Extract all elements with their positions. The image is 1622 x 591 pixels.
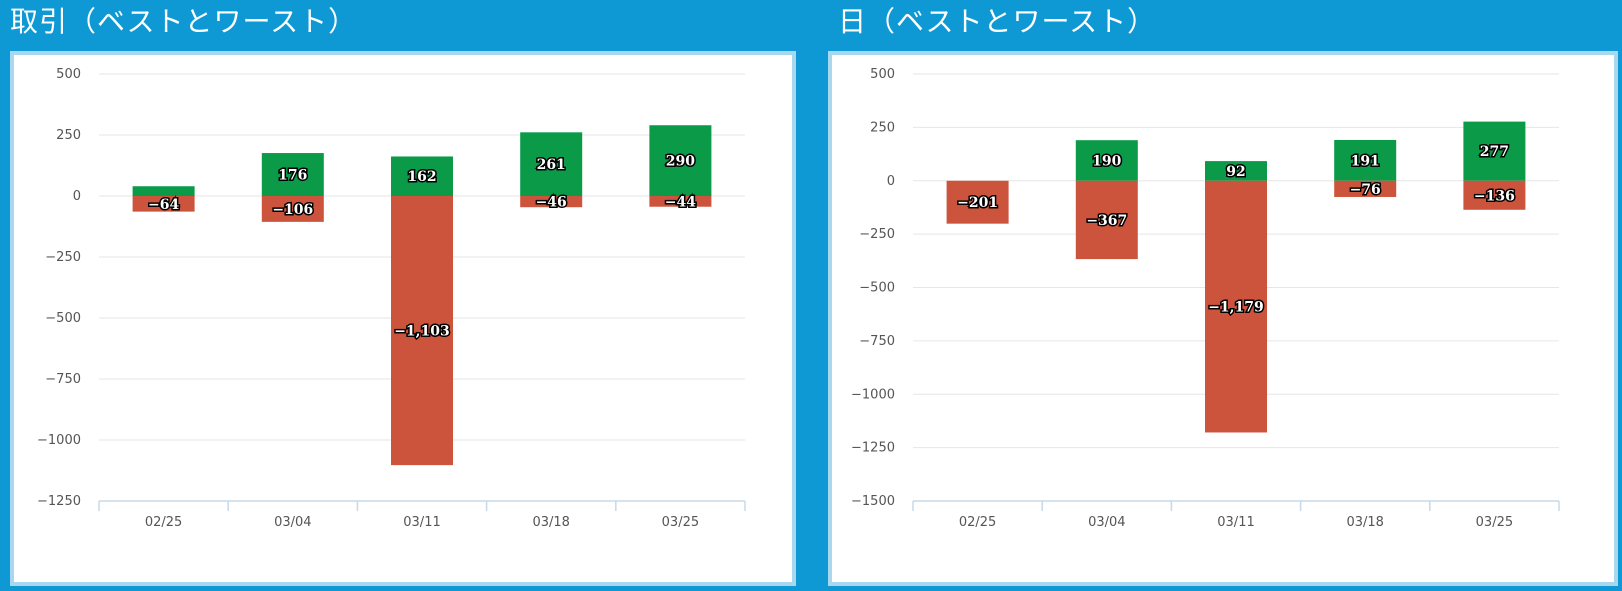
y-tick-label: −500 [859, 281, 895, 296]
y-tick-label: 500 [56, 67, 81, 82]
data-label-worst: −76 [1350, 182, 1381, 198]
x-tick-label: 03/25 [662, 515, 699, 530]
data-label-worst: −44 [665, 194, 696, 210]
bar-worst [261, 196, 324, 222]
bar-worst [1075, 180, 1138, 260]
chart-panel-trades: 取引（ベストとワースト） 500 250 0 −250 −500 −750 −1000 −12… [0, 0, 800, 591]
y-tick-label: −1250 [851, 441, 895, 456]
x-tick-label: 02/25 [145, 515, 182, 530]
panel-title: 取引（ベストとワースト） [10, 5, 358, 38]
data-label-worst: −1,179 [1208, 300, 1264, 316]
bar-worst [1463, 180, 1526, 210]
bar-worst [1205, 180, 1267, 433]
x-tick-label: 03/25 [1476, 515, 1513, 530]
data-label-worst: −367 [1086, 213, 1127, 229]
x-tick-label: 03/18 [1346, 515, 1383, 530]
data-label-worst: −1,103 [394, 324, 450, 340]
y-tick-label: −1250 [37, 494, 81, 509]
bar-worst [1334, 180, 1397, 197]
data-label-best: 92 [1226, 164, 1245, 180]
data-label-worst: −136 [1474, 188, 1515, 204]
y-tick-label: −1000 [851, 387, 895, 402]
data-label-best: 162 [407, 169, 436, 185]
data-label-best: 261 [537, 157, 566, 173]
bar-worst [132, 196, 195, 212]
y-tick-label: 250 [56, 128, 81, 143]
panel-title: 日（ベストとワースト） [838, 5, 1157, 38]
data-label-best: 290 [666, 154, 695, 170]
y-tick-label: −750 [45, 372, 81, 387]
bar-worst [649, 196, 712, 207]
bar-best [520, 132, 583, 196]
x-tick-label: 03/04 [274, 515, 311, 530]
bar-best [261, 153, 324, 196]
chart-panel-days: 日（ベストとワースト） 500 250 0 −250 −500 −750 −1000 −125… [828, 0, 1622, 591]
chart-frame: 500 250 0 −250 −500 −750 −1000 −1250 −64 02/25 176… [10, 51, 796, 586]
data-label-worst: −46 [536, 195, 567, 211]
bar-best [132, 186, 195, 196]
y-tick-label: 500 [870, 67, 895, 82]
bar-worst [391, 196, 453, 466]
y-tick-label: −250 [859, 227, 895, 242]
y-tick-label: −500 [45, 311, 81, 326]
y-tick-label: −1000 [37, 433, 81, 448]
x-tick-label: 03/04 [1088, 515, 1125, 530]
y-tick-label: −1500 [851, 494, 895, 509]
bar-chart-days: 500 250 0 −250 −500 −750 −1000 −1250 −1500 −201 02… [851, 67, 1560, 530]
bar-best [1075, 140, 1138, 181]
bar-worst [520, 196, 583, 208]
y-tick-label: −250 [45, 250, 81, 265]
chart-frame: 500 250 0 −250 −500 −750 −1000 −1250 −1500 −201 02… [828, 51, 1618, 586]
x-tick-label: 03/18 [532, 515, 569, 530]
bar-best [1334, 139, 1397, 181]
x-tick-label: 03/11 [403, 515, 440, 530]
bar-best [391, 156, 453, 196]
x-tick-label: 03/11 [1217, 515, 1254, 530]
data-label-worst: −64 [148, 197, 179, 213]
data-label-best: 176 [278, 168, 307, 184]
data-label-worst: −106 [272, 202, 313, 218]
y-tick-label: 0 [73, 189, 81, 204]
y-tick-label: 250 [870, 120, 895, 135]
bar-best [1205, 161, 1267, 181]
data-label-best: 191 [1351, 153, 1380, 169]
bar-worst [946, 180, 1009, 224]
bar-best [649, 125, 712, 196]
data-label-best: 190 [1092, 153, 1121, 169]
bar-best [1463, 121, 1526, 181]
data-label-worst: −201 [957, 195, 998, 211]
y-tick-label: 0 [887, 174, 895, 189]
data-label-best: 277 [1480, 144, 1509, 160]
bar-chart-trades: 500 250 0 −250 −500 −750 −1000 −1250 −64 02/25 176… [37, 67, 746, 530]
x-tick-label: 02/25 [959, 515, 996, 530]
y-tick-label: −750 [859, 334, 895, 349]
